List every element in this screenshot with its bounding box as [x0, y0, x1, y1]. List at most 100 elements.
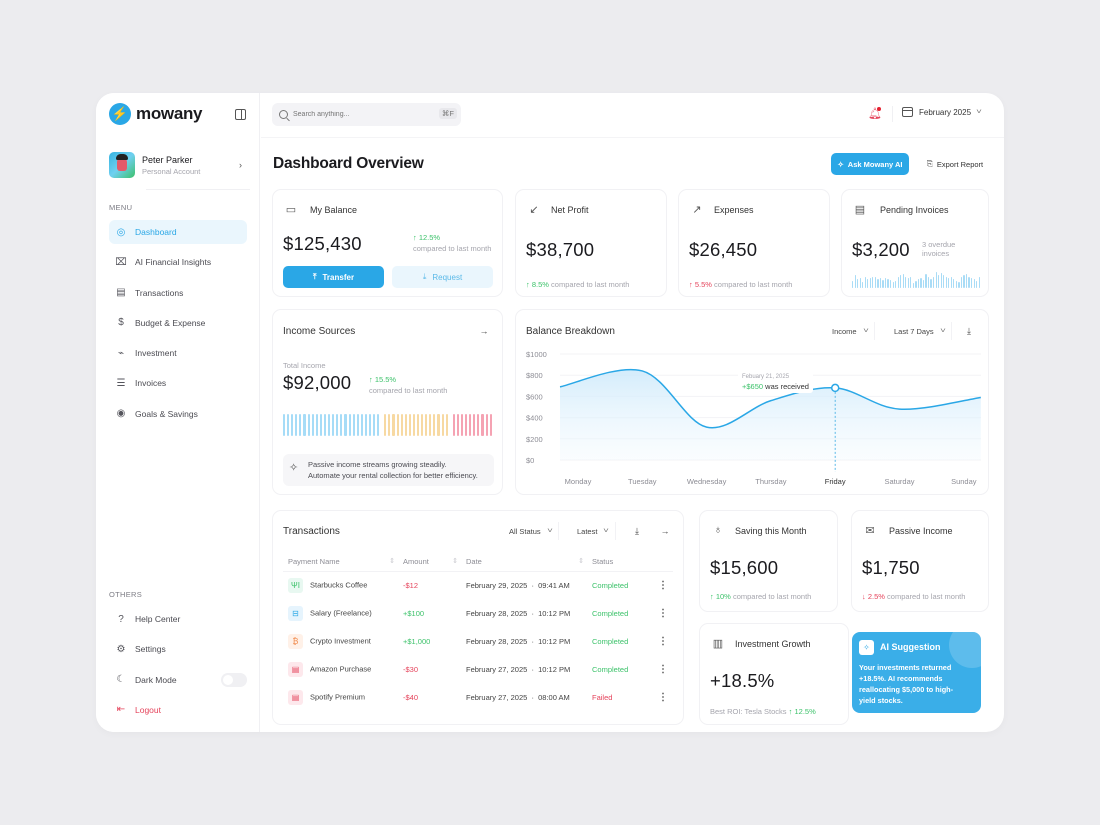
- invoice-sparkline: [852, 272, 980, 288]
- receipt-icon: ▤: [288, 661, 303, 677]
- more-options-icon[interactable]: ⋮: [658, 663, 668, 675]
- spark-bar: [874, 276, 877, 288]
- bitcoin-icon: ₿: [288, 633, 303, 649]
- ai-suggestion-card[interactable]: ✧ AI Suggestion Your investments returne…: [852, 632, 981, 713]
- svg-text:$400: $400: [526, 414, 543, 423]
- spark-bar: [922, 280, 925, 288]
- table-row[interactable]: ₿ Crypto Investment +$1,000 February 28, 20…: [283, 627, 673, 655]
- sidebar-item-logout[interactable]: ⇤ Logout: [109, 698, 247, 722]
- sidebar-item-settings[interactable]: ⚙ Settings: [109, 637, 247, 661]
- income-stripe: [319, 414, 322, 436]
- spark-bar: [953, 278, 955, 288]
- amount-cell: -$40: [403, 692, 419, 702]
- balance-delta: ↑ 12.5%: [413, 233, 441, 242]
- more-options-icon[interactable]: ⋮: [658, 635, 668, 647]
- sidebar-item-goals[interactable]: ◉ Goals & Savings: [109, 402, 247, 426]
- sidebar-item-dashboard[interactable]: ◎ Dashboard: [109, 220, 247, 244]
- notification-bell-icon[interactable]: 🔔︎: [868, 107, 882, 120]
- sidebar-item-invoices[interactable]: ☰ Invoices: [109, 371, 247, 395]
- column-header[interactable]: Amount ⇕: [403, 553, 466, 572]
- table-row[interactable]: ΨΙ Starbucks Coffee -$12 February 29, 2025 …: [283, 571, 673, 599]
- sidebar-collapse-icon[interactable]: [235, 109, 246, 120]
- income-stripe: [412, 414, 415, 436]
- income-stripe: [377, 414, 380, 436]
- income-tip: ✧ Passive income streams growing steadil…: [283, 454, 494, 486]
- request-label: Request: [432, 272, 463, 282]
- search-icon: [279, 110, 288, 119]
- table-row[interactable]: ⊟ Salary (Freelance) +$100 February 28, 202…: [283, 599, 673, 627]
- sidebar-item-ai-insights[interactable]: ⌧ AI Financial Insights: [109, 250, 247, 274]
- date-cell: February 28, 2025 · 10:12 PM: [466, 608, 571, 618]
- arrow-right-icon[interactable]: →: [479, 326, 489, 336]
- column-header[interactable]: Payment Name ⇕: [283, 553, 403, 572]
- saving-trend: ↑ 10% compared to last month: [710, 592, 811, 601]
- compare-text: compared to last month: [369, 386, 448, 395]
- income-stripe: [344, 414, 347, 436]
- column-header[interactable]: Status: [592, 553, 653, 572]
- calendar-icon: [902, 107, 913, 117]
- chevron-down-icon: ˅: [862, 327, 869, 335]
- income-stripe: [388, 414, 391, 436]
- month-picker[interactable]: February 2025 ˅: [902, 107, 982, 117]
- sidebar-item-transactions[interactable]: ▤ Transactions: [109, 281, 247, 305]
- income-stripe: [408, 414, 411, 436]
- dollar-circle-icon: $: [118, 317, 124, 329]
- svg-text:Tuesday: Tuesday: [628, 477, 657, 486]
- pending-invoices-card: ▤ Pending Invoices $3,200 3 overdue invo…: [841, 189, 989, 297]
- range-dropdown[interactable]: Last 7 Days ˅: [888, 322, 952, 340]
- spark-bar: [945, 276, 947, 288]
- tip-line: Automate your rental collection for bett…: [308, 471, 478, 480]
- sidebar-item-help[interactable]: ? Help Center: [109, 607, 247, 631]
- sort-dropdown[interactable]: Latest ˅: [571, 522, 616, 540]
- passive-trend: ↓ 2.5% compared to last month: [862, 592, 965, 601]
- status-filter-dropdown[interactable]: All Status ˅: [503, 522, 559, 540]
- table-row[interactable]: ▤ Amazon Purchase -$30 February 27, 2025 · …: [283, 655, 673, 683]
- income-filter-dropdown[interactable]: Income ˅: [826, 322, 875, 340]
- column-header[interactable]: Date ⇕: [466, 553, 592, 572]
- payment-name-cell: ▤ Amazon Purchase: [283, 655, 403, 683]
- request-button[interactable]: ⤓ Request: [392, 266, 493, 288]
- income-stripe: [425, 414, 428, 436]
- download-icon[interactable]: ⤓: [635, 525, 639, 536]
- more-options-icon[interactable]: ⋮: [658, 607, 668, 619]
- status-badge: Completed: [592, 580, 629, 590]
- logout-icon: ⇤: [116, 704, 126, 716]
- transactions-card: Transactions All Status ˅ Latest ˅ ⤓ → P…: [272, 510, 684, 725]
- receipt-icon: ▤: [116, 287, 126, 299]
- compare-text: compared to last month: [887, 592, 966, 601]
- sidebar-item-investment[interactable]: ⌁ Investment: [109, 341, 247, 365]
- search-bar[interactable]: ⌘F: [272, 103, 461, 126]
- header-label: Payment Name: [288, 557, 340, 567]
- income-stripe: [477, 414, 480, 436]
- dark-mode-toggle[interactable]: [221, 672, 247, 687]
- spark-bar: [889, 280, 892, 288]
- export-report-button[interactable]: ⎘ Export Report: [919, 153, 991, 175]
- ai-suggestion-body: Your investments returned +18.5%. AI rec…: [859, 663, 954, 705]
- spark-bar: [920, 277, 922, 288]
- arrow-right-icon[interactable]: →: [660, 526, 670, 536]
- search-input[interactable]: [293, 111, 423, 118]
- income-stripe: [328, 414, 331, 436]
- income-sources-card: Income Sources → Total Income $92,000 ↑ …: [272, 309, 503, 495]
- transfer-button[interactable]: ⤒ Transfer: [283, 266, 384, 288]
- dropdown-value: Latest: [577, 526, 598, 536]
- income-stripe: [315, 414, 318, 436]
- logo[interactable]: ⚡ mowany: [109, 103, 203, 125]
- clipboard-icon: ☰: [116, 377, 126, 389]
- download-icon[interactable]: ⤓: [967, 325, 971, 336]
- income-stripe: [336, 414, 339, 436]
- profile-switcher[interactable]: Peter Parker Personal Account ›: [109, 152, 246, 178]
- income-stripe: [445, 414, 448, 436]
- more-options-icon[interactable]: ⋮: [658, 579, 668, 591]
- header-label: Date: [466, 557, 482, 567]
- spark-bar: [907, 277, 909, 288]
- table-row[interactable]: ▤ Spotify Premium -$40 February 27, 2025 · …: [283, 683, 673, 711]
- compare-text: compared to last month: [551, 280, 630, 289]
- income-stripe: [437, 414, 440, 436]
- income-stripe: [404, 414, 407, 436]
- ask-ai-button[interactable]: ✧ Ask Mowany AI: [831, 153, 909, 175]
- status-badge: Completed: [592, 608, 629, 618]
- more-options-icon[interactable]: ⋮: [658, 691, 668, 703]
- dropdown-value: Last 7 Days: [894, 326, 934, 336]
- sidebar-item-budget[interactable]: $ Budget & Expense: [109, 311, 247, 335]
